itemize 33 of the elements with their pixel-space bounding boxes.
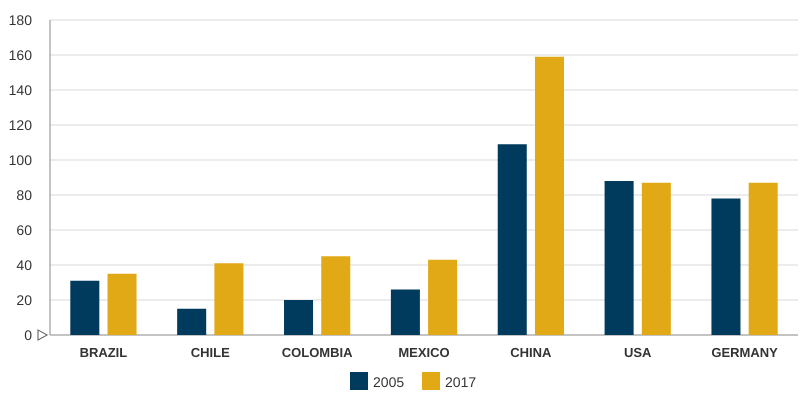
bar	[604, 181, 634, 335]
legend-label: 2017	[445, 374, 476, 390]
y-tick-label: 0	[24, 326, 32, 343]
bar	[498, 144, 527, 335]
bar	[70, 280, 100, 335]
x-tick-label: CHINA	[510, 345, 552, 360]
bar	[711, 198, 740, 335]
y-tick-label: 60	[16, 222, 32, 238]
bar	[748, 182, 778, 335]
x-tick-label: BRAZIL	[80, 345, 128, 360]
y-tick-label: 120	[8, 116, 32, 133]
bar	[321, 256, 350, 335]
legend-label: 2005	[373, 374, 404, 390]
y-tick-label: 180	[8, 12, 32, 28]
bar	[214, 263, 244, 335]
y-tick-label: 40	[16, 256, 32, 273]
bar	[108, 274, 137, 335]
bar	[534, 56, 564, 335]
bar	[428, 260, 458, 335]
y-tick-label: 80	[16, 186, 32, 203]
bar	[390, 290, 420, 335]
bar	[642, 182, 671, 335]
y-tick-label: 20	[16, 292, 32, 308]
x-tick-label: GERMANY	[711, 345, 778, 360]
y-tick-label: 160	[8, 46, 32, 63]
y-tick-label: 140	[8, 82, 32, 98]
bar	[284, 300, 314, 335]
x-tick-label: USA	[624, 345, 652, 360]
y-tick-label: 100	[8, 152, 32, 168]
x-tick-label: CHILE	[190, 345, 230, 360]
x-tick-label: MEXICO	[398, 345, 450, 360]
x-tick-label: COLOMBIA	[282, 345, 354, 360]
bar	[177, 308, 206, 335]
